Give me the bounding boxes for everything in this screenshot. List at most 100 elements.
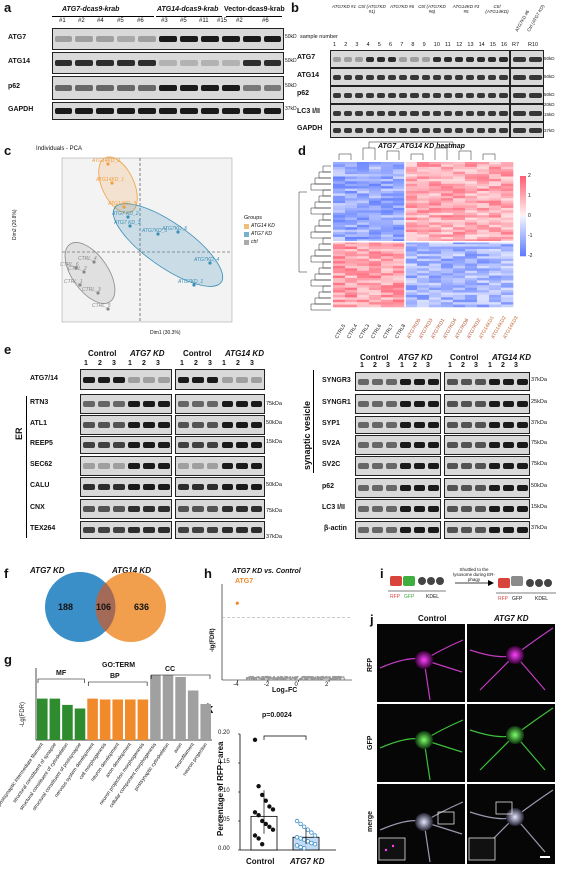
i-left-gfp: GFP <box>404 594 415 600</box>
e-lane-number: 1 <box>222 360 226 367</box>
volcano-point <box>254 676 257 679</box>
e-l-1-band <box>127 401 140 407</box>
heatmap-cell <box>441 227 454 230</box>
e-blot-atg14 <box>175 456 265 476</box>
k-point <box>260 842 265 847</box>
heatmap-cell <box>477 224 490 228</box>
e-l2-2-band <box>177 422 190 428</box>
heatmap-cell <box>405 227 418 230</box>
heatmap-cell <box>417 297 430 301</box>
heatmap-cell <box>405 176 418 180</box>
e-l-3-band <box>157 442 170 448</box>
e-right-lane-number: 1 <box>448 362 452 369</box>
e-r2-0-band <box>488 378 500 385</box>
heatmap-cell <box>381 222 394 226</box>
heatmap-cell <box>429 174 442 177</box>
heatmap-cell <box>453 188 466 192</box>
b-sample-number: 10 <box>433 42 440 48</box>
heatmap-cell <box>441 263 454 267</box>
a-3-band <box>159 108 177 114</box>
b-4-band <box>399 127 408 133</box>
b-1-band <box>499 74 508 80</box>
heatmap-cell <box>357 253 370 257</box>
a-2-band <box>221 85 240 91</box>
heatmap-cell <box>405 188 418 192</box>
heatmap-cell <box>393 270 406 274</box>
legend-swatch <box>244 224 249 229</box>
e-blot-atg14 <box>175 436 265 454</box>
b-0-band <box>399 56 408 62</box>
heatmap-cell <box>465 191 478 194</box>
b-3-band <box>421 110 430 116</box>
k-point <box>305 839 310 844</box>
heatmap-cell <box>345 229 358 233</box>
b-blot-main <box>330 68 510 86</box>
heatmap-cell <box>381 275 394 279</box>
e-l2-1-band <box>236 401 248 407</box>
heatmap-cell <box>333 164 346 168</box>
heatmap-cell <box>417 263 430 267</box>
e-l-1-band <box>157 401 170 407</box>
e-right-blot-atg14 <box>444 456 530 476</box>
heatmap-cell <box>369 290 382 293</box>
volcano-point <box>337 676 340 679</box>
pca-point-atg14 <box>110 181 114 185</box>
e-l2-4-band <box>192 463 204 469</box>
b-blot-right <box>510 86 544 104</box>
b-row-label: ATG14 <box>297 72 320 79</box>
e-lane-number: 1 <box>128 360 132 367</box>
heatmap-cell <box>369 176 382 180</box>
e-right-blot-atg7 <box>355 478 441 498</box>
volcano-point <box>342 676 345 678</box>
heatmap-cell <box>357 229 370 233</box>
heatmap-cell <box>333 297 346 301</box>
scale-cell <box>520 180 526 183</box>
heatmap-cell <box>345 171 358 175</box>
e-r-7-band <box>357 527 369 533</box>
heatmap-cell <box>501 198 514 201</box>
panel-label-i: i <box>380 566 384 581</box>
heatmap-cell <box>465 220 478 223</box>
heatmap-cell <box>345 227 358 230</box>
heatmap-cell <box>333 217 346 221</box>
heatmap-cell <box>417 265 430 269</box>
heatmap-cell <box>357 282 370 286</box>
heatmap-cell <box>381 292 394 296</box>
volcano-point <box>339 676 342 678</box>
heatmap-cell <box>465 171 478 175</box>
heatmap-cell <box>369 171 382 175</box>
e-l-6-band <box>97 506 110 512</box>
a-lane-label: #2 <box>236 18 243 24</box>
heatmap-cell <box>393 275 406 279</box>
b-sample-number: 14 <box>478 42 485 48</box>
j-gfp-kd-soma <box>506 726 524 744</box>
heatmap-cell <box>501 273 514 276</box>
heatmap-cell <box>345 292 358 296</box>
heatmap-cell <box>453 275 466 279</box>
heatmap-cell <box>333 251 346 255</box>
heatmap-cell <box>393 287 406 291</box>
b-blot-main <box>330 50 510 68</box>
b-size-label: 37kD <box>544 128 555 133</box>
heatmap-cell <box>417 215 430 218</box>
b-r-2-band <box>528 92 542 98</box>
b-0-band <box>377 56 386 62</box>
scale-cell <box>520 254 526 257</box>
volcano-point <box>255 676 258 679</box>
heatmap-cell <box>465 200 478 204</box>
a-group-atg14: ATG14-dcas9-krab <box>157 6 219 13</box>
heatmap-cell <box>477 236 490 240</box>
e-l-2-band <box>157 422 170 428</box>
heatmap-cell <box>441 285 454 288</box>
heatmap-cell <box>405 258 418 262</box>
heatmap-cell <box>465 227 478 230</box>
e-right-group-atg14: ATG14 KD <box>492 353 531 362</box>
b-0-band <box>388 56 397 62</box>
scale-cell <box>520 252 526 255</box>
e-right-lane-number: 3 <box>474 362 478 369</box>
b-sample-number: 12 <box>456 42 463 48</box>
k-point <box>298 821 303 827</box>
e-r-0-band <box>427 378 439 385</box>
pca-point-atg14 <box>122 205 126 209</box>
